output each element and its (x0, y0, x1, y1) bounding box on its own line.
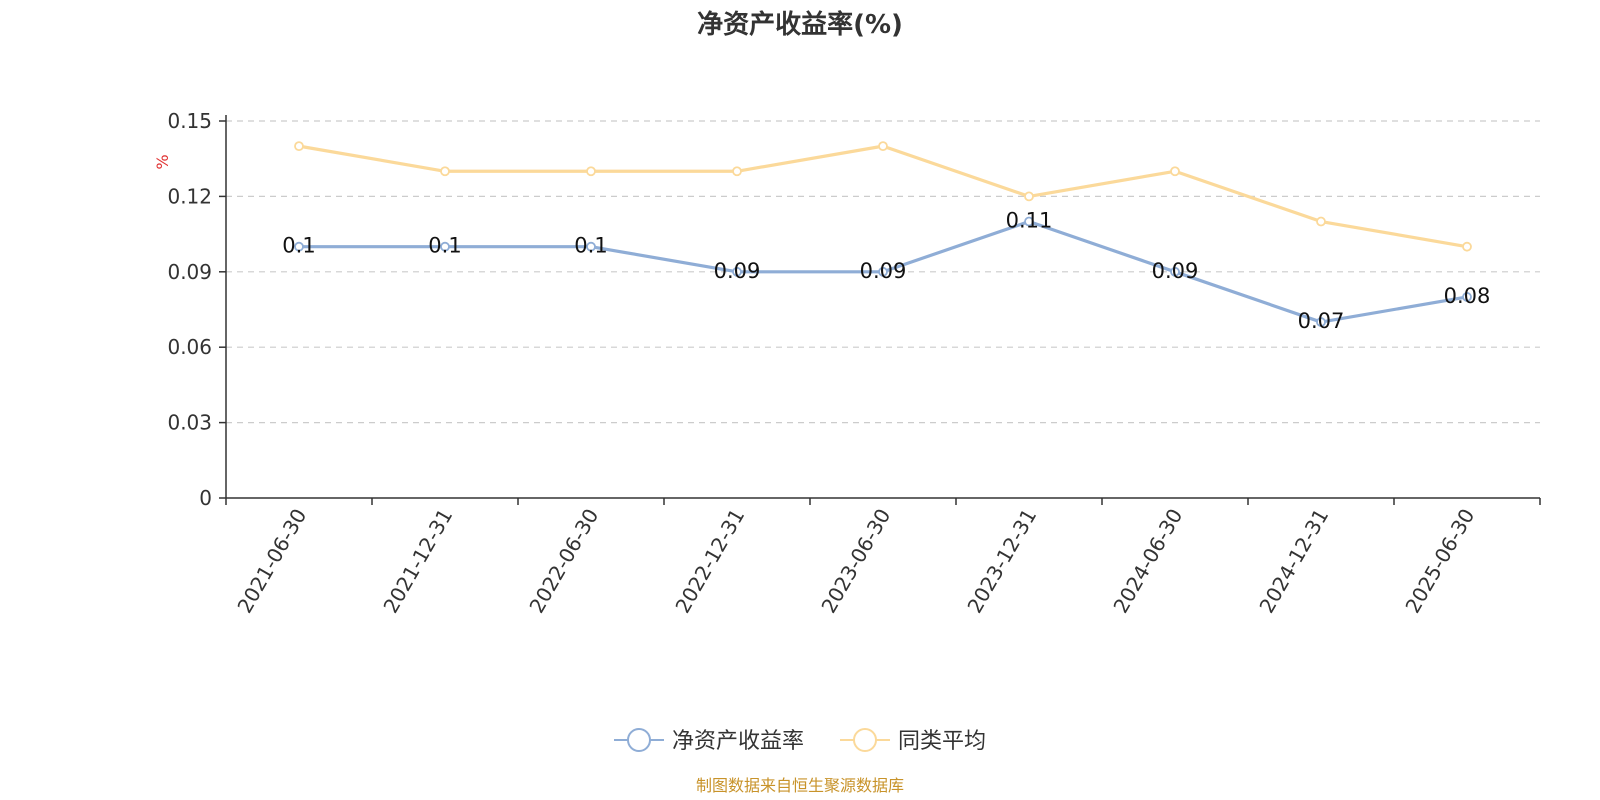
data-label: 0.11 (1006, 209, 1053, 233)
data-point[interactable] (1170, 266, 1180, 277)
x-tick-label: 2024-06-30 (1108, 505, 1187, 618)
x-tick-label: 2021-06-30 (232, 505, 311, 618)
data-point[interactable] (1462, 292, 1472, 302)
data-point[interactable] (878, 141, 888, 152)
x-tick-label: 2023-06-30 (816, 505, 895, 618)
data-point[interactable] (440, 166, 450, 177)
x-tick-label: 2023-12-31 (962, 505, 1041, 618)
data-point[interactable] (586, 166, 596, 177)
data-point[interactable] (1316, 317, 1326, 327)
data-point[interactable] (878, 266, 888, 277)
x-tick-label: 2022-12-31 (670, 505, 749, 618)
data-label: 0.08 (1444, 284, 1491, 308)
legend-item[interactable]: 同类平均 (840, 728, 986, 754)
y-tick-label: 0.15 (167, 109, 212, 133)
x-tick-label: 2024-12-31 (1254, 505, 1333, 618)
series-lines (294, 141, 1472, 327)
axes: 0 0.03 0.06 0.09 0.12 0.15 2021-06-30 2021-12-3… (167, 109, 1541, 618)
legend-circle-icon (627, 728, 651, 752)
x-tick-label: 2021-12-31 (378, 505, 457, 618)
data-point[interactable] (1462, 241, 1472, 252)
legend[interactable]: 净资产收益率 同类平均 (614, 728, 986, 754)
legend-label: 同类平均 (898, 729, 986, 754)
data-point[interactable] (1024, 191, 1034, 202)
y-axis-unit-label: % (153, 154, 172, 169)
data-point[interactable] (586, 241, 596, 252)
data-label: 0.1 (428, 234, 461, 258)
data-point[interactable] (294, 241, 304, 252)
data-labels: 0.1 0.1 0.1 0.09 0.09 0.11 0.09 0.07 0.08 (282, 209, 1490, 334)
data-point[interactable] (294, 141, 304, 152)
y-tick-label: 0.03 (167, 411, 212, 435)
data-label: 0.1 (282, 234, 315, 258)
data-label: 0.1 (574, 234, 607, 258)
y-tick-label: 0.09 (167, 260, 212, 284)
data-point[interactable] (1170, 166, 1180, 177)
data-point[interactable] (1316, 216, 1326, 227)
y-tick-label: 0 (199, 486, 212, 510)
data-label: 0.07 (1298, 309, 1345, 333)
chart-title: 净资产收益率(%) (697, 9, 903, 40)
data-point[interactable] (440, 241, 450, 252)
y-tick-label: 0.06 (167, 335, 212, 359)
y-tick-label: 0.12 (167, 184, 212, 208)
data-point[interactable] (732, 166, 742, 177)
legend-label: 净资产收益率 (672, 729, 804, 754)
legend-circle-icon (853, 728, 877, 752)
series-line (298, 144, 1468, 249)
data-point[interactable] (732, 266, 742, 277)
data-label: 0.09 (714, 259, 761, 283)
legend-item[interactable]: 净资产收益率 (614, 728, 804, 754)
x-tick-label: 2022-06-30 (524, 505, 603, 618)
x-tick-label: 2025-06-30 (1400, 505, 1479, 618)
data-label: 0.09 (1152, 259, 1199, 283)
source-note: 制图数据来自恒生聚源数据库 (696, 776, 904, 795)
grid-lines (226, 120, 1540, 424)
data-label: 0.09 (860, 259, 907, 283)
data-point[interactable] (1024, 216, 1034, 227)
